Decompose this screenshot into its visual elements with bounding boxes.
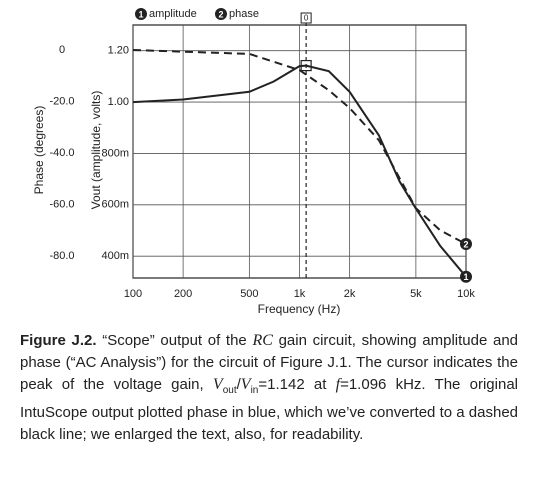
y-tick-label: 1.20 — [108, 45, 129, 57]
y-tick-label: 400m — [101, 250, 129, 262]
series-marker-label: 2 — [218, 9, 223, 19]
series-marker — [215, 8, 227, 20]
cursor-label: 0 — [304, 14, 309, 23]
legend-label: phase — [229, 8, 259, 20]
caption: Figure J.2. “Scope” output of the RC gai… — [20, 330, 518, 446]
caption-text: / — [236, 376, 241, 393]
x-tick-label: 5k — [410, 288, 422, 300]
caption-text: V — [212, 376, 223, 393]
y-tick-label: 600m — [101, 199, 129, 211]
x-tick-label: 1k — [294, 288, 306, 300]
caption-label: Figure J.2. — [20, 332, 97, 349]
x-tick-label: 10k — [457, 288, 475, 300]
series-line — [132, 49, 467, 245]
y-label-part: (amplitude, volts) — [89, 91, 103, 186]
x-tick-label: 100 — [124, 288, 142, 300]
series-marker-label: 2 — [463, 239, 468, 249]
caption-text: V — [240, 376, 251, 393]
x-tick-label: 2k — [344, 288, 356, 300]
y2-tick-label: -60.0 — [49, 198, 74, 210]
cursor-tag — [300, 12, 312, 24]
caption-text: RC — [252, 332, 273, 349]
cursor-marker — [300, 59, 312, 72]
y-label-part: out — [89, 185, 103, 202]
caption-text: gain circuit, showing amplitude and phas… — [20, 332, 519, 393]
caption-text: “Scope” output of the — [102, 332, 253, 349]
legend-label: amplitude — [149, 8, 197, 20]
y2-tick-label: -20.0 — [49, 95, 74, 107]
y2-tick-label: 0 — [59, 44, 65, 56]
y2-tick-label: -40.0 — [49, 147, 74, 159]
x-axis-label: Frequency (Hz) — [258, 302, 341, 316]
y2-axis-label: Phase (degrees) — [32, 106, 46, 195]
x-tick-label: 500 — [240, 288, 258, 300]
caption-text: =1.096 kHz. The original IntuScope outpu… — [20, 376, 518, 443]
chart: Frequency (Hz) Vout (amplitude, volts) P… — [32, 8, 475, 316]
x-tick-label: 200 — [174, 288, 192, 300]
y-axis-label: Vout (amplitude, volts) — [89, 91, 103, 210]
y2-tick-label: -80.0 — [49, 250, 74, 262]
series-marker-label: 1 — [463, 272, 468, 282]
y-tick-label: 800m — [101, 147, 129, 159]
caption-text: =1.142 at — [258, 376, 336, 393]
caption-text: out — [222, 385, 237, 396]
caption-text: in — [250, 385, 259, 396]
y-label-part: V — [89, 201, 103, 209]
y-tick-label: 1.00 — [108, 96, 129, 108]
caption-text: f — [335, 376, 341, 393]
series-marker — [460, 237, 472, 250]
series-marker — [135, 8, 147, 20]
series-marker-label: 1 — [138, 9, 143, 19]
series-marker — [460, 270, 472, 283]
